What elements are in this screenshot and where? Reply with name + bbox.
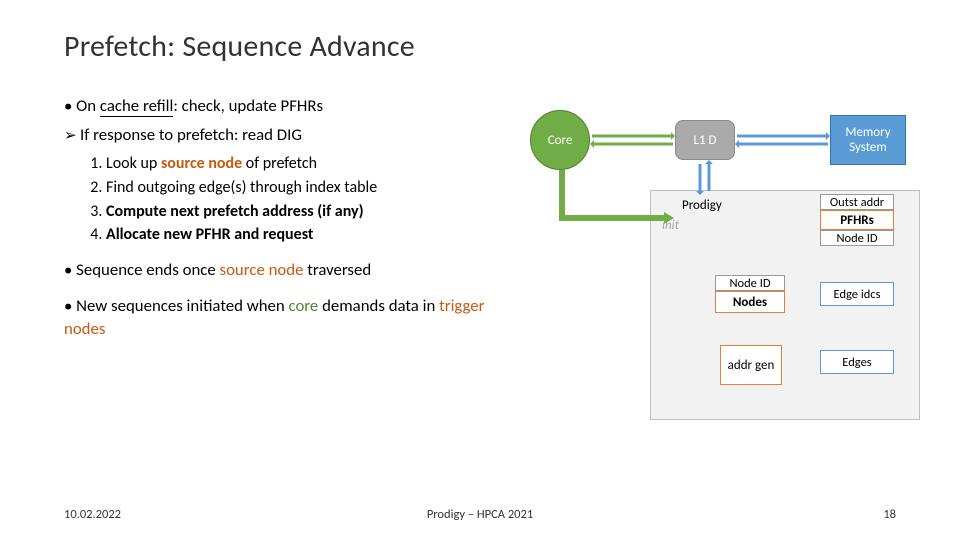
pfhrs-box: PFHRs [820, 210, 894, 230]
txt-underline: cache refill [100, 95, 173, 117]
page-title: Prefetch: Sequence Advance [64, 28, 896, 65]
txt-orange: source node [220, 259, 308, 280]
arrow-core-init [560, 168, 670, 228]
txt: of prefetch [246, 154, 317, 173]
arrow-l1d-mem [735, 130, 830, 150]
txt: Sequence ends once [76, 259, 219, 280]
bullet-sequence-ends: Sequence ends once source node traversed [64, 259, 524, 282]
footer-date: 10.02.2022 [64, 507, 121, 522]
txt: traversed [307, 259, 371, 280]
l1d-node: L1 D [675, 120, 735, 160]
bullet-if-response: If response to prefetch: read DIG [64, 124, 524, 147]
addr-gen-box: addr gen [720, 345, 782, 385]
numbered-list: Look up source node of prefetch Find out… [106, 152, 524, 246]
nodes-box: Nodes [715, 291, 785, 313]
edges-box: Edges [820, 350, 894, 374]
core-node: Core [530, 110, 590, 170]
txt: Compute next prefetch address (if any) [106, 202, 364, 221]
bullet-new-sequences: New sequences initiated when core demand… [64, 295, 524, 340]
nodeid2-box: Node ID [715, 275, 785, 291]
list-item: Compute next prefetch address (if any) [106, 200, 524, 224]
nodeid-box: Node ID [820, 230, 894, 246]
slide: Prefetch: Sequence Advance On cache refi… [0, 0, 960, 540]
footer-center: Prodigy – HPCA 2021 [427, 507, 533, 522]
diagram: Core L1 D Memory System [530, 110, 920, 450]
txt-orange: source node [161, 154, 246, 173]
txt: New sequences initiated when [76, 295, 288, 316]
arrow-core-l1d [590, 130, 675, 150]
txt: Allocate new PFHR and request [106, 225, 313, 244]
prodigy-label: Prodigy [682, 198, 722, 213]
bullet-cache-refill: On cache refill: check, update PFHRs [64, 95, 524, 118]
footer-page: 18 [883, 507, 896, 522]
left-column: On cache refill: check, update PFHRs If … [64, 95, 524, 347]
list-item: Find outgoing edge(s) through index tabl… [106, 176, 524, 200]
txt: demands data in [322, 295, 439, 316]
edge-idcs-box: Edge idcs [820, 282, 894, 306]
txt: : check, update PFHRs [173, 95, 323, 116]
footer: 10.02.2022 Prodigy – HPCA 2021 18 [0, 507, 960, 522]
arrow-l1d-prodigy [695, 160, 715, 195]
memory-node: Memory System [830, 115, 906, 165]
list-item: Allocate new PFHR and request [106, 223, 524, 247]
txt-green: core [289, 295, 323, 316]
list-item: Look up source node of prefetch [106, 152, 524, 176]
txt: On [76, 95, 100, 116]
txt: Look up [106, 154, 161, 173]
outst-addr-box: Outst addr [820, 194, 894, 210]
init-label: init [662, 218, 679, 233]
